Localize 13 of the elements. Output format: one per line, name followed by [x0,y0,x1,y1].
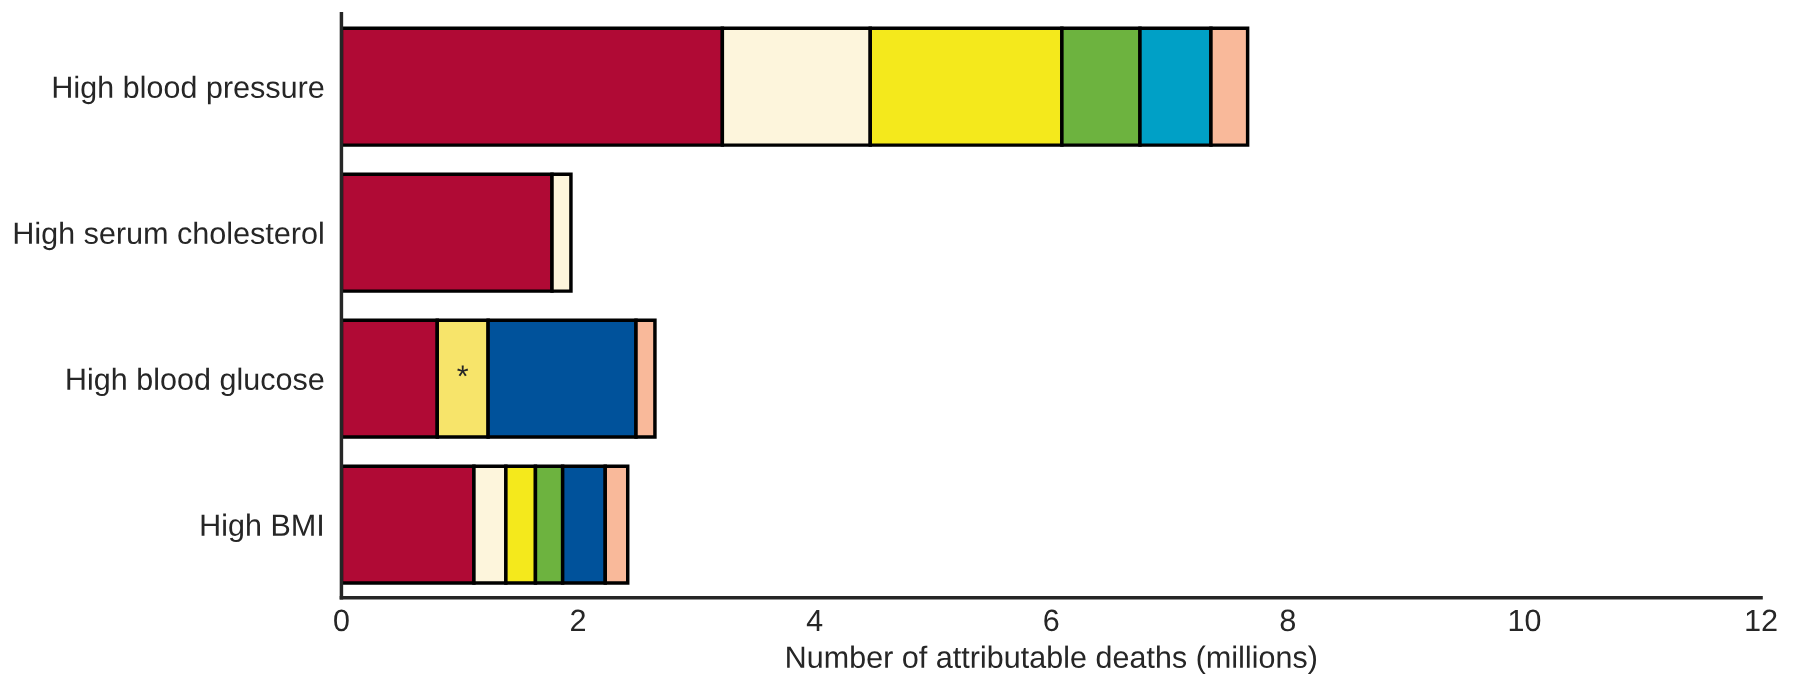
x-tick-label: 10 [1509,609,1541,632]
y-tick-label: High serum cholesterol [14,221,323,251]
x-tick-label: 12 [1746,609,1777,631]
x-tick-label: 2 [571,609,585,631]
y-tick-label: High BMI [201,513,322,543]
annotation: * [457,365,469,377]
x-axis-title: Number of attributable deaths (millions) [787,645,1316,675]
x-tick-label: 6 [1044,609,1059,632]
y-tick-label: High blood pressure [53,75,324,105]
y-tick-label: High blood glucose [67,367,324,397]
x-tick-label: 0 [334,609,349,632]
x-tick-label: 4 [806,609,823,631]
x-tick-label: 8 [1280,609,1296,632]
